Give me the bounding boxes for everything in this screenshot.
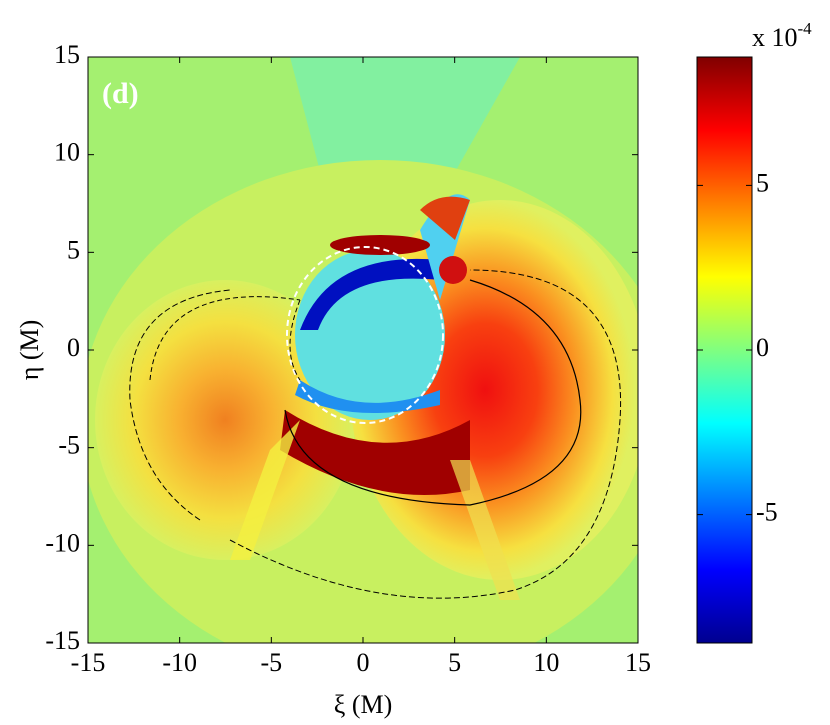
y-tick-label: 0 [67,333,80,362]
x-tick-label: -5 [260,648,282,677]
y-tick-label: 10 [54,138,80,167]
x-tick-label: -15 [71,648,106,677]
y-tick-label: 5 [67,235,80,264]
heatmap [88,57,638,643]
y-tick-label: -15 [45,626,80,655]
colorbar-scale-exponent: -4 [798,19,813,38]
colorbar-tick-label: 0 [756,333,769,362]
colorbar-tick-label: -5 [756,498,778,527]
y-tick-label: 15 [54,40,80,69]
x-tick-label: 15 [625,648,651,677]
y-tick-label: -10 [45,528,80,557]
y-tick-label: -5 [58,431,80,460]
y-axis-label: η (M) [15,320,44,381]
panel-label: (d) [102,77,139,110]
colorbar-scale: x 10-4 [752,19,812,52]
x-tick-label: 10 [533,648,559,677]
x-tick-label: -10 [162,648,197,677]
colorbar-scale-base: x 10 [752,23,798,52]
colorbar [696,56,753,644]
x-tick-label: 0 [357,648,370,677]
colorbar-tick-label: 5 [756,168,769,197]
x-axis-label: ξ (M) [334,690,393,719]
x-tick-label: 5 [448,648,461,677]
